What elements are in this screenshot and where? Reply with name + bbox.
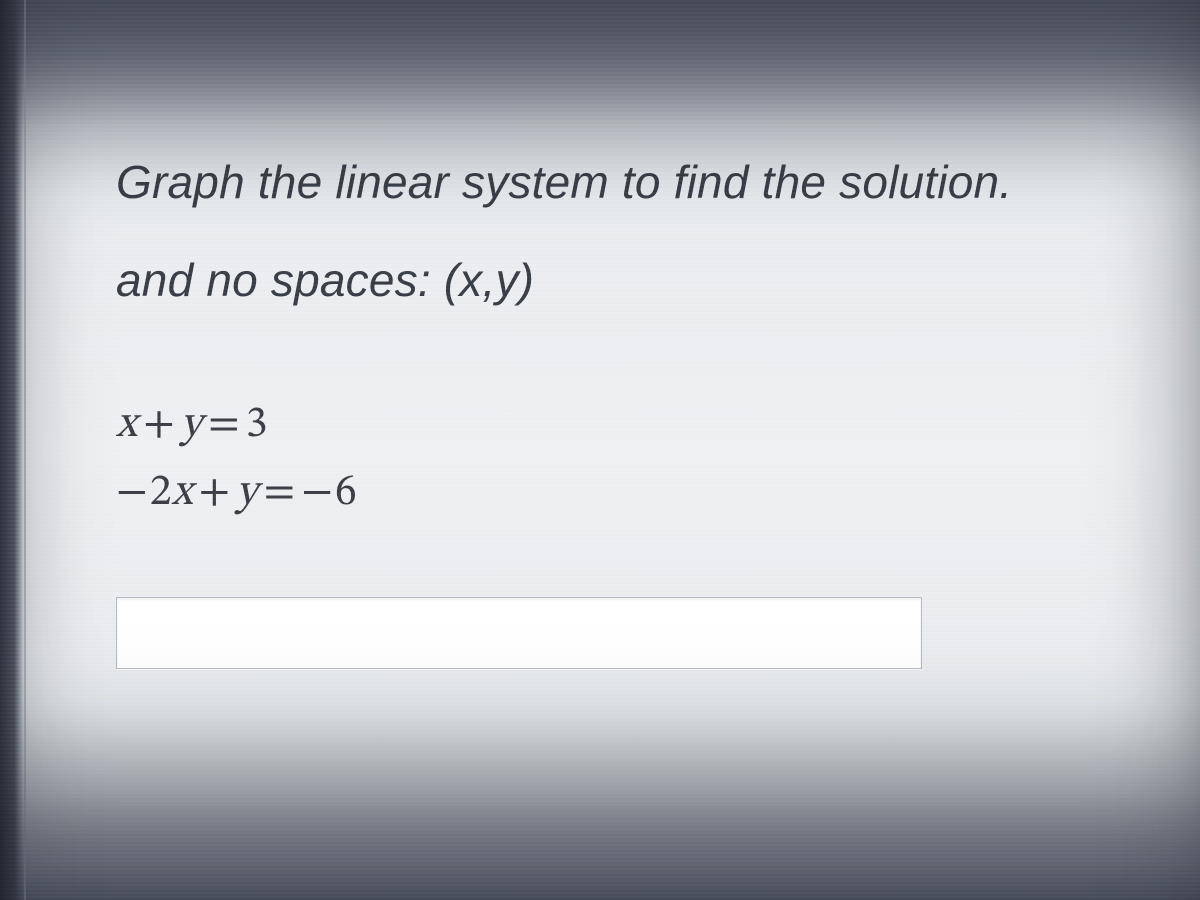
equation-1: x+y=3: [116, 391, 1190, 459]
answer-input[interactable]: [116, 597, 922, 669]
question-content: Graph the linear system to find the solu…: [116, 150, 1190, 669]
page-left-edge: [0, 0, 24, 900]
equation-2: −2x+y=−6: [116, 459, 1190, 527]
equation-system: x+y=3 −2x+y=−6: [116, 391, 1190, 527]
question-panel: Graph the linear system to find the solu…: [24, 0, 1200, 900]
prompt-line-1: Graph the linear system to find the solu…: [116, 150, 1190, 214]
prompt-line-2: and no spaces: (x,y): [116, 248, 1190, 312]
